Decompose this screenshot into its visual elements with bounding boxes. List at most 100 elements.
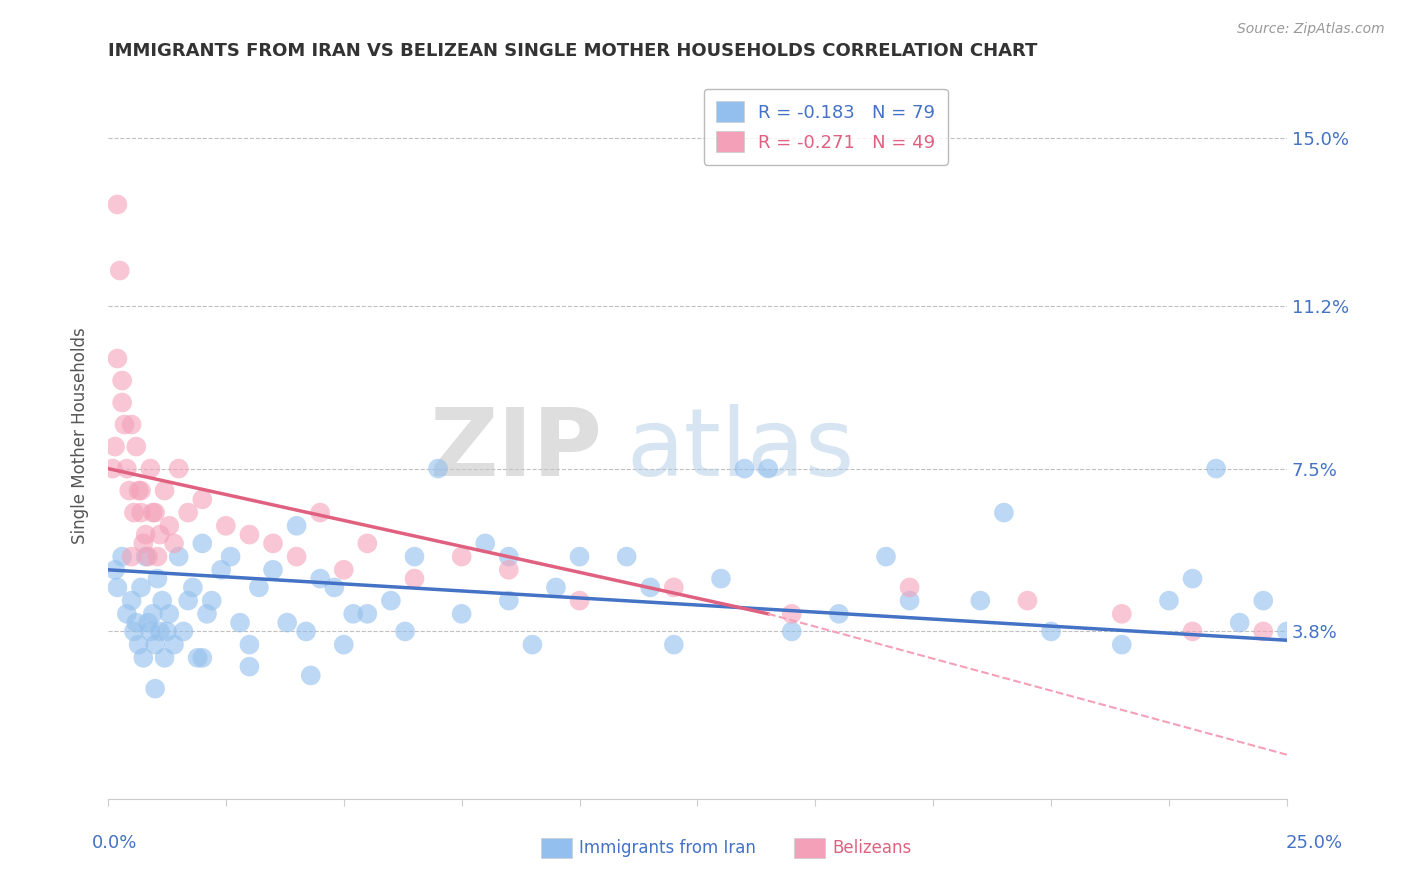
- Point: [201, 593, 224, 607]
- Point: [969, 593, 991, 607]
- Point: [136, 549, 159, 564]
- Point: [177, 506, 200, 520]
- Point: [143, 681, 166, 696]
- Point: [108, 263, 131, 277]
- Point: [323, 581, 346, 595]
- Point: [163, 536, 186, 550]
- Point: [1040, 624, 1063, 639]
- Point: [111, 549, 134, 564]
- Point: [132, 650, 155, 665]
- Point: [568, 549, 591, 564]
- Point: [118, 483, 141, 498]
- Point: [898, 581, 921, 595]
- Point: [356, 536, 378, 550]
- Point: [993, 506, 1015, 520]
- Point: [238, 527, 260, 541]
- Point: [121, 417, 143, 432]
- Point: [153, 650, 176, 665]
- Point: [143, 506, 166, 520]
- Point: [295, 624, 318, 639]
- Point: [156, 624, 179, 639]
- Point: [356, 607, 378, 621]
- Point: [111, 395, 134, 409]
- Point: [380, 593, 402, 607]
- Text: Immigrants from Iran: Immigrants from Iran: [579, 839, 756, 857]
- Point: [1251, 624, 1274, 639]
- Point: [1229, 615, 1251, 630]
- Point: [285, 518, 308, 533]
- Point: [1205, 461, 1227, 475]
- Legend: R = -0.183   N = 79, R = -0.271   N = 49: R = -0.183 N = 79, R = -0.271 N = 49: [704, 88, 948, 165]
- Point: [450, 607, 472, 621]
- Point: [191, 536, 214, 550]
- Point: [129, 506, 152, 520]
- Point: [111, 374, 134, 388]
- Point: [710, 572, 733, 586]
- Point: [427, 461, 450, 475]
- Point: [898, 593, 921, 607]
- Point: [143, 638, 166, 652]
- Point: [163, 638, 186, 652]
- Text: Belizeans: Belizeans: [832, 839, 911, 857]
- Point: [404, 549, 426, 564]
- Point: [139, 624, 162, 639]
- Point: [128, 483, 150, 498]
- Point: [150, 593, 173, 607]
- Text: 0.0%: 0.0%: [91, 834, 136, 852]
- Point: [122, 624, 145, 639]
- Point: [129, 483, 152, 498]
- Point: [276, 615, 298, 630]
- Point: [238, 659, 260, 673]
- Point: [149, 624, 172, 639]
- Point: [394, 624, 416, 639]
- Point: [450, 549, 472, 564]
- Point: [219, 549, 242, 564]
- Point: [146, 572, 169, 586]
- Point: [1181, 624, 1204, 639]
- Point: [191, 492, 214, 507]
- Point: [262, 563, 284, 577]
- Point: [142, 506, 165, 520]
- Point: [780, 624, 803, 639]
- Text: ZIP: ZIP: [430, 404, 603, 496]
- Point: [115, 461, 138, 475]
- Point: [135, 527, 157, 541]
- Point: [181, 581, 204, 595]
- Point: [209, 563, 232, 577]
- Point: [1181, 572, 1204, 586]
- Point: [238, 638, 260, 652]
- Point: [122, 506, 145, 520]
- Point: [146, 549, 169, 564]
- Point: [135, 549, 157, 564]
- Point: [568, 593, 591, 607]
- Point: [157, 518, 180, 533]
- Point: [125, 615, 148, 630]
- Y-axis label: Single Mother Households: Single Mother Households: [72, 327, 89, 544]
- Point: [498, 549, 520, 564]
- Point: [247, 581, 270, 595]
- Point: [332, 638, 354, 652]
- Point: [129, 581, 152, 595]
- Point: [285, 549, 308, 564]
- Point: [107, 197, 129, 211]
- Point: [474, 536, 496, 550]
- Point: [195, 607, 218, 621]
- Point: [132, 536, 155, 550]
- Point: [101, 461, 124, 475]
- Point: [342, 607, 364, 621]
- Point: [662, 638, 685, 652]
- Point: [114, 417, 136, 432]
- Point: [498, 563, 520, 577]
- Point: [136, 615, 159, 630]
- Text: IMMIGRANTS FROM IRAN VS BELIZEAN SINGLE MOTHER HOUSEHOLDS CORRELATION CHART: IMMIGRANTS FROM IRAN VS BELIZEAN SINGLE …: [108, 42, 1038, 60]
- Point: [107, 351, 129, 366]
- Point: [167, 461, 190, 475]
- Point: [498, 593, 520, 607]
- Point: [828, 607, 851, 621]
- Point: [544, 581, 567, 595]
- Point: [662, 581, 685, 595]
- Point: [115, 607, 138, 621]
- Point: [332, 563, 354, 577]
- Point: [104, 563, 127, 577]
- Text: Source: ZipAtlas.com: Source: ZipAtlas.com: [1237, 22, 1385, 37]
